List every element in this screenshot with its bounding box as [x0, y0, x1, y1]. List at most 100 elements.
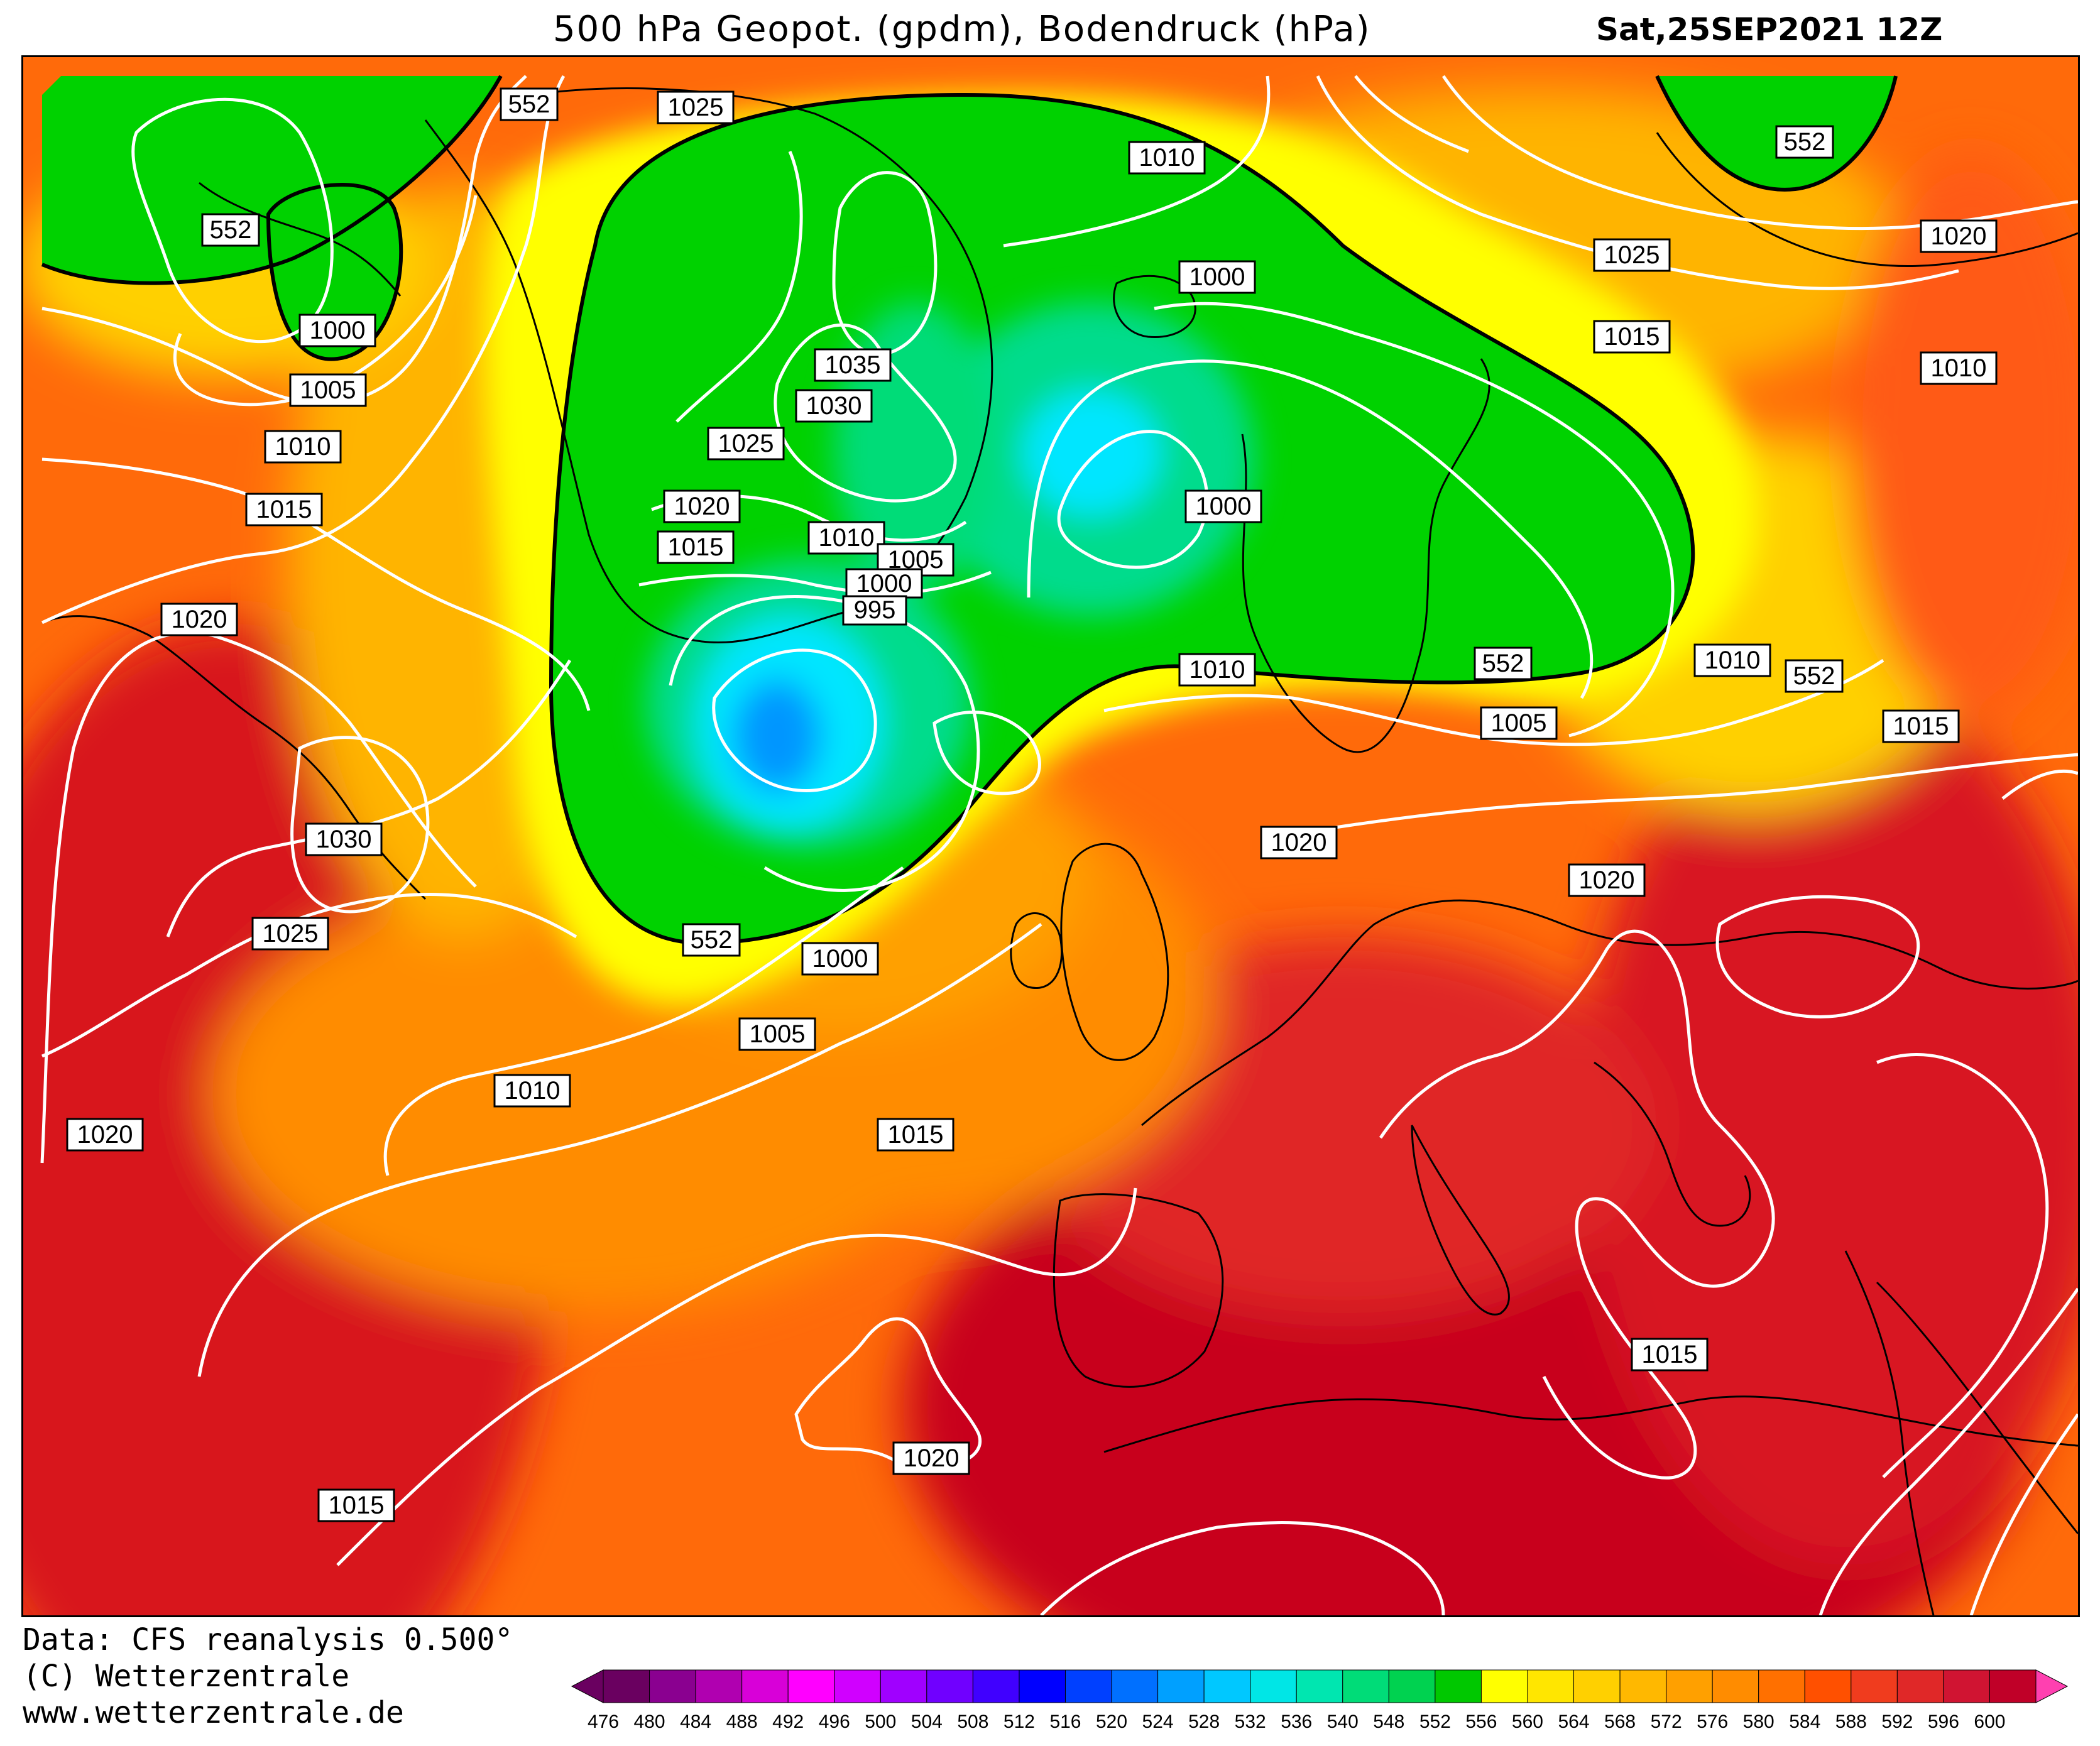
colorbar-tick-label: 516 [1049, 1711, 1081, 1732]
colorbar-swatch [972, 1669, 1020, 1703]
isobar-label: 1010 [1178, 653, 1256, 687]
colorbar-swatch [603, 1669, 650, 1703]
colorbar-swatch [880, 1669, 927, 1703]
colorbar-tick-label: 560 [1512, 1711, 1543, 1732]
svg-text:1010: 1010 [1189, 656, 1245, 684]
colorbar-arrow-right [2035, 1669, 2069, 1703]
isobar-label: 1035 [814, 348, 892, 382]
colorbar-swatch [649, 1669, 696, 1703]
colorbar-swatch [1111, 1669, 1159, 1703]
colorbar-tick-label: 556 [1465, 1711, 1497, 1732]
isobar-label: 995 [842, 595, 907, 626]
svg-text:1000: 1000 [856, 570, 912, 597]
label-552: 552 [1785, 659, 1844, 693]
colorbar-swatch [926, 1669, 973, 1703]
iceland [1113, 275, 1196, 339]
isobar-label: 1020 [160, 603, 238, 636]
svg-text:1020: 1020 [674, 493, 730, 520]
svg-text:1030: 1030 [806, 392, 862, 420]
colorbar-swatch [1435, 1669, 1482, 1703]
geopotential-labels: 552 552 552 552 552 552 [201, 87, 1844, 957]
valid-time: Sat,25SEP2021 12Z [1596, 11, 1943, 48]
colorbar-tick-label: 496 [819, 1711, 850, 1732]
scandinavia-coast [1241, 358, 1490, 753]
colorbar-tick-label: 572 [1651, 1711, 1682, 1732]
weather-map: 552 552 552 552 552 552 1025 1010 1025 1… [21, 55, 2080, 1617]
colorbar-swatch [1203, 1669, 1251, 1703]
colorbar-tick-label: 552 [1419, 1711, 1451, 1732]
colorbar-tick-label: 532 [1235, 1711, 1266, 1732]
colorbar-tick-label: 588 [1835, 1711, 1867, 1732]
label-552: 552 [201, 213, 260, 247]
svg-text:1000: 1000 [1189, 263, 1245, 291]
isobar-label: 1000 [1178, 260, 1256, 294]
color-legend: 476 480 484 488 492 496 500 504 508 512 516 520 524 5… [566, 1664, 2086, 1738]
colorbar-swatch [1480, 1669, 1528, 1703]
svg-text:995: 995 [854, 596, 896, 624]
svg-text:1015: 1015 [1604, 323, 1660, 351]
colorbar-tick-label: 476 [588, 1711, 619, 1732]
colorbar-tick-label: 568 [1604, 1711, 1636, 1732]
colorbar-swatch [1989, 1669, 2037, 1703]
svg-text:552: 552 [1793, 662, 1835, 690]
isobar-label: 1005 [1480, 706, 1558, 740]
colorbar-swatch [1619, 1669, 1667, 1703]
colorbar-swatch [1851, 1669, 1898, 1703]
isobar-label: 1020 [1920, 219, 1998, 253]
svg-text:1010: 1010 [1931, 354, 1987, 382]
colorbar-swatch [1666, 1669, 1713, 1703]
svg-text:1010: 1010 [275, 433, 331, 461]
colorbar-tick-label: 592 [1881, 1711, 1913, 1732]
colorbar-tick-label: 484 [680, 1711, 711, 1732]
colorbar-tick-label: 596 [1928, 1711, 1959, 1732]
isobar-label: 1005 [289, 373, 367, 407]
colorbar-tick-label: 536 [1281, 1711, 1312, 1732]
colorbar-tick-label: 524 [1142, 1711, 1174, 1732]
svg-text:1010: 1010 [1139, 144, 1195, 172]
website-text[interactable]: www.wetterzentrale.de [23, 1695, 404, 1730]
isobar-label: 1015 [317, 1488, 395, 1522]
colorbar-tick-label: 504 [911, 1711, 943, 1732]
colorbar-arrow-left [571, 1669, 604, 1703]
colorbar-tick-label: 600 [1974, 1711, 2005, 1732]
isobar-label: 1020 [663, 489, 741, 523]
isobar-label: 1000 [298, 314, 376, 347]
isobar-label: 1030 [305, 822, 383, 856]
colorbar-tick-label: 548 [1373, 1711, 1404, 1732]
isobar-label: 1015 [657, 530, 735, 564]
svg-text:1025: 1025 [1604, 241, 1660, 269]
isobar-label: 1020 [1260, 826, 1338, 859]
colorbar-swatch [1296, 1669, 1343, 1703]
isobar-label: 1000 [1184, 489, 1262, 523]
label-552: 552 [1775, 125, 1834, 159]
colorbar-swatch [1896, 1669, 1944, 1703]
svg-text:1020: 1020 [1271, 829, 1327, 856]
svg-text:552: 552 [691, 926, 733, 954]
colorbar-swatch [1573, 1669, 1621, 1703]
svg-text:1020: 1020 [77, 1121, 133, 1149]
svg-text:1000: 1000 [812, 945, 868, 973]
colorbar-swatch [1712, 1669, 1759, 1703]
svg-text:1015: 1015 [1893, 712, 1949, 740]
isobar-label: 1025 [1593, 238, 1671, 272]
colorbar-tick-label: 520 [1096, 1711, 1127, 1732]
svg-text:1010: 1010 [1705, 647, 1761, 674]
colorbar-swatch [787, 1669, 835, 1703]
colorbar-swatch [1019, 1669, 1066, 1703]
svg-text:1025: 1025 [718, 430, 774, 457]
isobar-label: 1015 [1631, 1338, 1709, 1372]
svg-text:1020: 1020 [1579, 866, 1635, 894]
svg-text:1020: 1020 [172, 606, 227, 633]
colorbar-tick-label: 488 [726, 1711, 758, 1732]
isobar-label: 1020 [66, 1118, 144, 1152]
italy [1411, 1125, 1510, 1316]
isobar-label: 1015 [877, 1118, 954, 1152]
svg-text:1000: 1000 [310, 317, 366, 344]
svg-text:1035: 1035 [825, 351, 881, 379]
greece-balkans [1594, 1061, 1751, 1227]
svg-text:1015: 1015 [1642, 1341, 1698, 1368]
label-552: 552 [682, 923, 741, 957]
isobar-label: 1020 [892, 1441, 970, 1475]
svg-text:1010: 1010 [505, 1077, 561, 1105]
colorbar-swatch [1804, 1669, 1852, 1703]
